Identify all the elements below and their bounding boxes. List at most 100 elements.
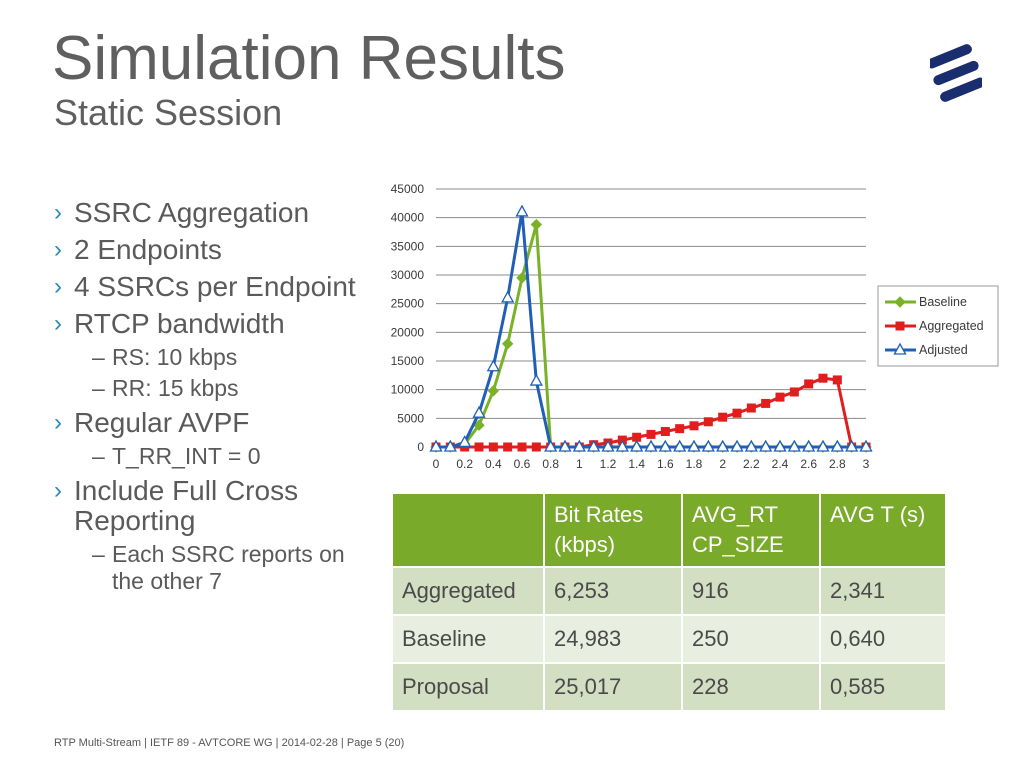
aggregated-data-point — [703, 417, 713, 427]
table-row: Aggregated 6,253 916 2,341 — [391, 566, 947, 616]
aggregated-data-point — [531, 442, 541, 452]
aggregated-data-point — [732, 408, 742, 418]
table-header-row: Bit Rates (kbps) AVG_RT CP_SIZE AVG T (s… — [391, 492, 947, 568]
adjusted-data-point — [630, 439, 644, 452]
y-tick-label: 20000 — [391, 325, 425, 339]
aggregated-data-point — [675, 424, 685, 434]
adjusted-data-point — [544, 439, 558, 452]
x-tick-label: 0.4 — [485, 457, 502, 471]
bullet-item: › SSRC Aggregation — [54, 198, 374, 228]
bullet-item: › RTCP bandwidth — [54, 309, 374, 339]
bullet-marker-icon: › — [54, 477, 62, 504]
adjusted-data-point — [572, 439, 586, 452]
adjusted-data-point — [859, 439, 873, 452]
adjusted-data-point — [601, 439, 615, 452]
legend-baseline-label: Baseline — [919, 295, 967, 309]
adjusted-data-point — [644, 439, 658, 452]
x-tick-label: 2 — [719, 457, 726, 471]
adjusted-data-point — [615, 439, 629, 452]
bullet-item: › 2 Endpoints — [54, 235, 374, 265]
sub-bullet-item: – RR: 15 kbps — [54, 375, 374, 402]
adjusted-data-point — [515, 204, 529, 217]
adjusted-data-point — [701, 439, 715, 452]
table-header-cell: Bit Rates (kbps) — [543, 492, 683, 568]
aggregated-data-point — [488, 442, 498, 452]
x-tick-label: 1.6 — [657, 457, 674, 471]
y-tick-label: 10000 — [391, 383, 425, 397]
sub-bullet-item: – Each SSRC reports on the other 7 — [54, 541, 374, 595]
y-tick-label: 35000 — [391, 239, 425, 253]
adjusted-data-point — [802, 439, 816, 452]
x-tick-label: 2.4 — [772, 457, 789, 471]
sub-bullet-text: RS: 10 kbps — [112, 344, 238, 370]
legend-adjusted-marker — [893, 342, 907, 355]
bullet-marker-icon: › — [54, 273, 62, 300]
adjusted-data-point — [429, 439, 443, 452]
table-cell: 24,983 — [543, 614, 683, 664]
bullet-item: › Regular AVPF — [54, 408, 374, 438]
table-header-cell: AVG_RT CP_SIZE — [681, 492, 821, 568]
bullet-item: › 4 SSRCs per Endpoint — [54, 272, 374, 302]
legend-baseline-marker — [894, 296, 906, 308]
baseline-data-point — [501, 338, 514, 350]
ericsson-logo-icon — [930, 44, 982, 102]
aggregated-data-point — [646, 429, 656, 439]
aggregated-data-point — [474, 442, 484, 452]
sub-bullet-text: RR: 15 kbps — [112, 375, 239, 401]
x-tick-label: 2.8 — [829, 457, 846, 471]
bullet-text: SSRC Aggregation — [74, 197, 310, 228]
adjusted-data-point — [816, 439, 830, 452]
table-row: Proposal 25,017 228 0,585 — [391, 662, 947, 712]
bullet-text: Include Full Cross Reporting — [74, 475, 299, 536]
adjusted-data-point — [458, 435, 472, 448]
legend-aggregated-marker — [895, 321, 905, 331]
x-tick-label: 2.2 — [743, 457, 760, 471]
x-tick-label: 1.4 — [628, 457, 645, 471]
table-cell: Aggregated — [391, 566, 545, 616]
bullet-marker-icon: › — [54, 310, 62, 337]
aggregated-data-point — [503, 442, 513, 452]
dash-marker-icon: – — [92, 344, 105, 370]
adjusted-data-point — [787, 439, 801, 452]
x-tick-label: 1.2 — [600, 457, 617, 471]
x-tick-label: 1.8 — [686, 457, 703, 471]
y-tick-label: 15000 — [391, 354, 425, 368]
adjusted-data-point — [687, 439, 701, 452]
legend-adjusted-label: Adjusted — [919, 343, 968, 357]
table-cell: 2,341 — [819, 566, 947, 616]
baseline-data-point — [530, 218, 543, 231]
bullet-text: 2 Endpoints — [74, 234, 222, 265]
adjusted-data-point — [673, 439, 687, 452]
table-cell: Proposal — [391, 662, 545, 712]
table-row: Baseline 24,983 250 0,640 — [391, 614, 947, 664]
x-tick-label: 0.2 — [456, 457, 473, 471]
y-tick-label: 25000 — [391, 297, 425, 311]
bullet-marker-icon: › — [54, 199, 62, 226]
adjusted-data-point — [529, 373, 543, 386]
adjusted-data-point — [730, 439, 744, 452]
sub-bullet-item: – T_RR_INT = 0 — [54, 443, 374, 470]
sub-bullet-item: – RS: 10 kbps — [54, 344, 374, 371]
y-tick-label: 0 — [417, 440, 424, 454]
adjusted-series-line — [436, 210, 866, 449]
aggregated-data-point — [689, 421, 699, 431]
adjusted-data-point — [845, 439, 859, 452]
y-tick-label: 5000 — [397, 411, 424, 425]
bullet-marker-icon: › — [54, 409, 62, 436]
x-tick-label: 0.8 — [542, 457, 559, 471]
table-cell: 25,017 — [543, 662, 683, 712]
table-header-cell — [391, 492, 545, 568]
x-tick-label: 0.6 — [514, 457, 531, 471]
aggregated-data-point — [660, 427, 670, 437]
legend-aggregated-label: Aggregated — [919, 319, 984, 333]
adjusted-data-point — [716, 439, 730, 452]
table-cell: 0,640 — [819, 614, 947, 664]
baseline-data-point — [487, 385, 500, 397]
table-cell: 228 — [681, 662, 821, 712]
x-tick-label: 0 — [433, 457, 440, 471]
x-tick-label: 2.6 — [800, 457, 817, 471]
results-table: Bit Rates (kbps) AVG_RT CP_SIZE AVG T (s… — [391, 492, 947, 712]
sub-bullet-text: Each SSRC reports on the other 7 — [112, 541, 345, 594]
sub-bullet-text: T_RR_INT = 0 — [112, 443, 261, 469]
bullet-text: 4 SSRCs per Endpoint — [74, 271, 356, 302]
